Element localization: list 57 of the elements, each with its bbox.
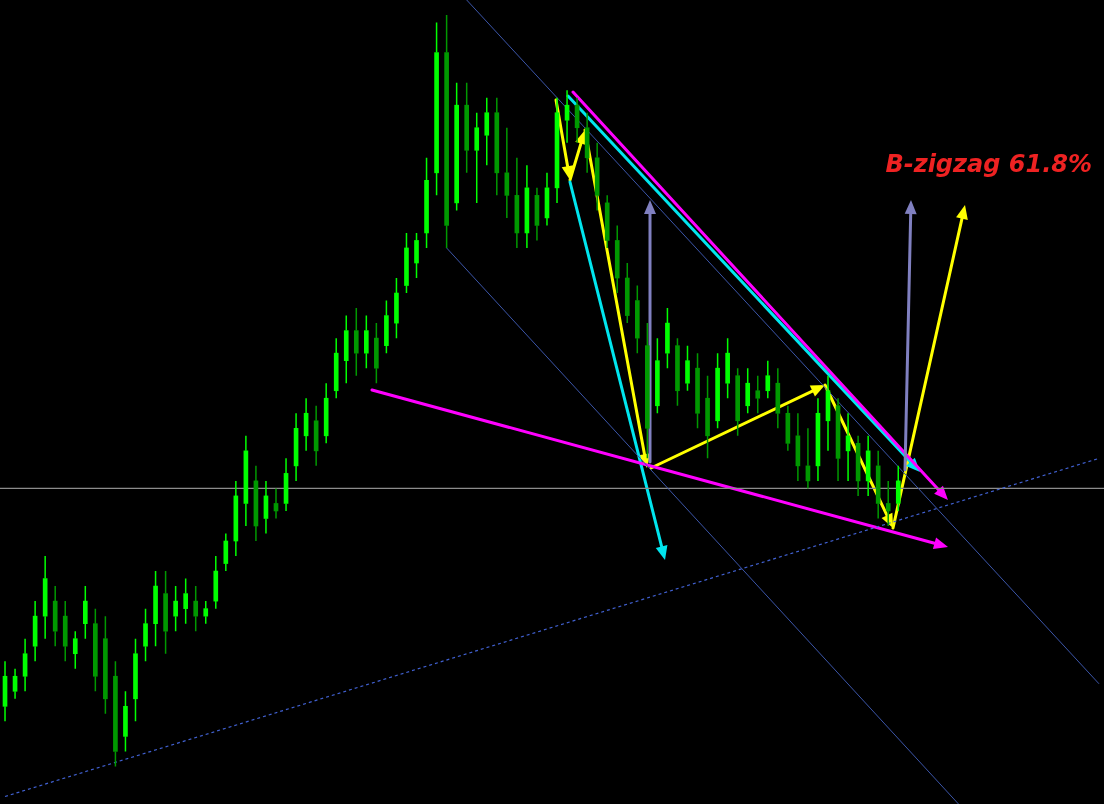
candlestick	[353, 307, 359, 377]
candlestick	[193, 585, 199, 632]
candlestick	[434, 21, 439, 197]
candlestick	[333, 337, 339, 399]
candlestick	[484, 96, 490, 167]
candlestick	[675, 337, 680, 407]
candlestick	[62, 600, 68, 662]
candlestick	[614, 224, 620, 294]
candlestick	[604, 194, 610, 249]
candlestick	[343, 314, 349, 384]
candlestick	[715, 352, 720, 430]
candlestick	[464, 81, 470, 174]
candlestick	[645, 322, 650, 460]
candlestick	[93, 607, 98, 693]
candlestick	[494, 96, 500, 197]
candlestick	[895, 465, 901, 512]
candlestick	[364, 314, 369, 369]
candlestick	[444, 14, 449, 249]
candlestick	[624, 262, 630, 324]
candlestick	[223, 532, 229, 572]
annotation: B-zigzag 61.8%	[885, 150, 1092, 178]
candlestick	[665, 307, 670, 369]
candlestick	[173, 585, 178, 632]
candlestick	[705, 374, 710, 460]
candlestick	[163, 570, 168, 655]
candlestick	[775, 367, 781, 430]
candlestick	[745, 367, 751, 415]
candlestick	[153, 570, 158, 647]
candlestick	[655, 337, 660, 415]
candlestick	[82, 585, 88, 640]
candlestick	[72, 630, 78, 670]
candlestick	[885, 480, 891, 527]
candlestick	[143, 607, 148, 662]
candlestick	[735, 367, 740, 437]
candlestick	[103, 615, 108, 715]
candlestick	[113, 660, 118, 768]
candlestick	[454, 81, 459, 212]
candlestick	[725, 337, 730, 399]
candlestick	[875, 450, 881, 520]
candlestick	[755, 374, 761, 415]
candlestick	[695, 352, 700, 430]
candlestick	[384, 299, 389, 354]
candlestick	[323, 382, 329, 445]
candlestick	[404, 232, 409, 294]
candlestick	[133, 637, 138, 723]
candlestick	[394, 277, 399, 339]
candlestick	[374, 322, 379, 384]
candlestick	[685, 344, 690, 392]
candlestick	[52, 585, 58, 647]
candlestick	[634, 284, 640, 354]
candlestick	[183, 577, 188, 625]
candlestick	[414, 232, 419, 279]
candlestick	[424, 157, 429, 249]
candlestick	[474, 111, 480, 204]
candlestick	[213, 555, 219, 610]
candlestick	[123, 690, 128, 753]
candlestick	[765, 359, 771, 399]
